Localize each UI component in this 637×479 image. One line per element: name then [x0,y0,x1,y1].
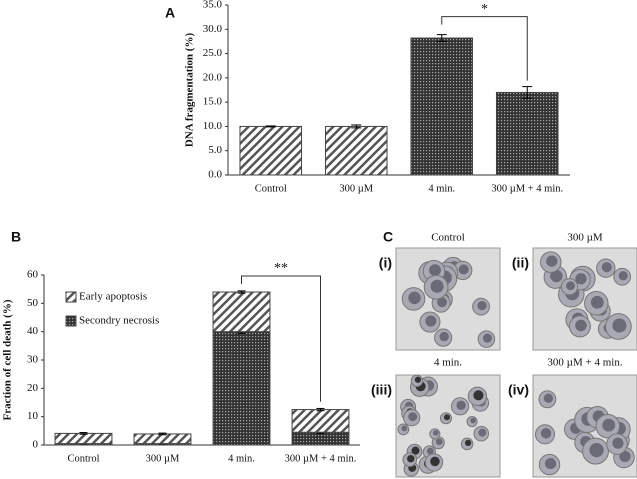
x-tick-label: Control [67,453,99,464]
nucleus [430,279,444,293]
legend-swatch [65,291,77,303]
nucleus [590,295,604,309]
bar [324,125,388,176]
y-tick-label: 25.0 [203,47,223,59]
x-tick-label: 4 min. [228,453,255,464]
significance-label: * [481,2,488,17]
nucleus [458,264,469,275]
nucleus [550,269,563,283]
significance-bracket [441,16,528,81]
y-tick-label: 20 [27,382,39,394]
image-index: (i) [379,255,392,271]
image-index: (iv) [508,382,529,398]
image-index: (iii) [371,382,392,398]
nucleus [619,450,631,463]
image-caption: 4 min. [434,357,462,369]
nucleus [435,438,443,446]
y-axis-label: DNA fragmentation (%) [184,33,196,148]
nucleus [464,439,472,447]
x-tick-label: 300 µM [339,183,373,194]
significance-bracket [241,275,321,402]
bar-segment [212,291,271,333]
nucleus [575,319,587,332]
x-tick-label: 300 µM + 4 min. [491,183,563,194]
y-tick-label: 40 [27,325,39,337]
y-tick-label: 10.0 [203,120,223,132]
nucleus [477,301,487,311]
y-tick-label: 20.0 [203,71,223,83]
nucleus [601,262,612,273]
nucleus [612,318,627,333]
nucleus [575,273,587,285]
image-caption: 300 µM [567,232,603,244]
y-tick-label: 10 [27,410,39,422]
x-tick-label: 300 µM + 4 min. [285,453,357,464]
legend-label: Early apoptosis [79,291,147,303]
nucleus [546,255,558,267]
panel-label: B [11,229,21,245]
bar-segment [291,409,350,433]
y-axis-label: Fraction of cell death (%) [2,299,14,420]
bar-segment [54,432,113,445]
nucleus [482,333,492,343]
nucleus [456,400,466,411]
nucleus [589,442,604,458]
x-tick-label: Control [255,183,287,194]
nucleus [408,412,418,422]
y-tick-label: 15.0 [203,96,223,108]
nucleus [602,418,616,432]
y-tick-label: 5.0 [208,144,222,156]
nucleus [408,291,421,305]
nucleus [470,417,476,424]
y-tick-label: 30 [27,354,39,366]
y-tick-label: 60 [27,269,39,281]
nucleus [540,428,552,439]
nucleus [439,331,449,342]
nucleus [473,390,484,401]
y-tick-label: 0 [33,439,39,451]
bar-segment [212,331,271,446]
bar-segment [133,433,192,445]
nucleus [443,414,451,421]
legend-label: Secondry necrosis [79,315,159,327]
legend-swatch [65,315,77,327]
bar [495,91,559,176]
nucleus [612,437,624,449]
bar [239,125,303,176]
nucleus [478,428,487,437]
bar-segment [291,431,350,446]
x-tick-label: 4 min. [428,183,455,194]
nucleus [433,430,439,436]
nucleus [618,271,628,281]
bar [410,37,474,176]
nucleus [411,446,420,455]
nucleus [414,376,422,383]
nucleus [425,315,437,327]
nucleus [430,456,440,467]
nucleus [544,457,557,470]
panel-label: C [383,229,393,245]
image-caption: Control [431,232,465,244]
x-tick-label: 300 µM [146,453,180,464]
y-tick-label: 50 [27,297,39,309]
nucleus [426,447,434,455]
nucleus [437,297,447,308]
y-tick-label: 30.0 [203,23,223,35]
nucleus [543,393,554,403]
nucleus [566,281,575,291]
nucleus [401,425,408,432]
y-tick-label: 0.0 [208,169,222,181]
panel-label: A [165,5,175,21]
nucleus [429,264,441,277]
nucleus [407,454,415,463]
image-index: (ii) [512,255,529,271]
significance-label: ** [274,261,288,276]
y-tick-label: 35.0 [203,0,223,11]
image-caption: 300 µM + 4 min. [547,357,622,369]
